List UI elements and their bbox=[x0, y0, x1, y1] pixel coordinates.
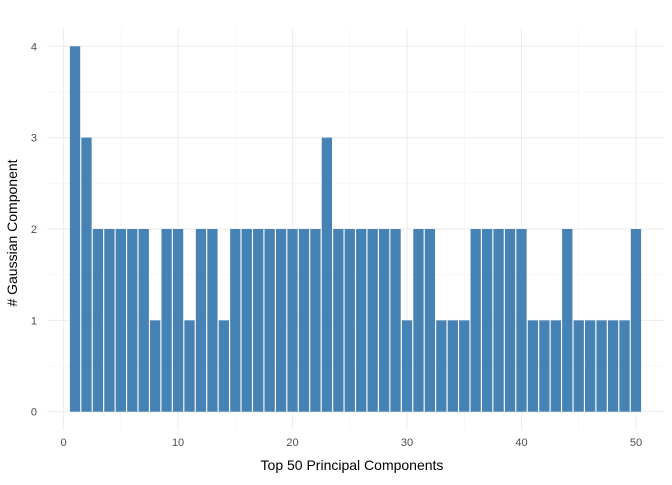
bar-32 bbox=[424, 229, 436, 412]
y-tick-labels: 0 1 2 3 4 bbox=[31, 41, 37, 418]
y-tick-label: 1 bbox=[31, 315, 37, 327]
bar-42 bbox=[539, 320, 550, 412]
bar-7 bbox=[138, 229, 149, 412]
bar-24 bbox=[333, 229, 344, 412]
bar-5 bbox=[115, 229, 126, 412]
x-tick-labels: 0 10 20 30 40 50 bbox=[61, 437, 643, 449]
bar-49 bbox=[619, 320, 630, 412]
bar-2 bbox=[81, 137, 92, 412]
bar-34 bbox=[447, 320, 458, 412]
x-tick-label: 40 bbox=[515, 437, 527, 449]
bar-50 bbox=[630, 229, 642, 412]
x-tick-label: 20 bbox=[286, 437, 298, 449]
bar-30 bbox=[401, 320, 413, 412]
bar-40 bbox=[516, 229, 527, 412]
bar-20 bbox=[287, 229, 298, 412]
bar-29 bbox=[390, 229, 401, 412]
bar-41 bbox=[527, 320, 539, 412]
y-tick-label: 2 bbox=[31, 224, 37, 236]
bar-26 bbox=[356, 229, 367, 412]
bar-11 bbox=[184, 320, 195, 412]
bar-38 bbox=[493, 229, 504, 412]
bar-4 bbox=[104, 229, 115, 412]
bar-23 bbox=[321, 137, 333, 412]
bar-15 bbox=[230, 229, 241, 412]
bar-8 bbox=[150, 320, 161, 412]
bar-12 bbox=[195, 229, 207, 412]
x-tick-label: 10 bbox=[172, 437, 184, 449]
bars bbox=[69, 46, 642, 412]
y-tick-label: 3 bbox=[31, 133, 37, 145]
bar-48 bbox=[607, 320, 619, 412]
x-axis-title: Top 50 Principal Components bbox=[261, 457, 444, 473]
bar-10 bbox=[172, 229, 184, 412]
x-tick-label: 30 bbox=[401, 437, 413, 449]
bar-16 bbox=[241, 229, 252, 412]
bar-45 bbox=[573, 320, 584, 412]
bar-37 bbox=[481, 229, 493, 412]
bar-31 bbox=[413, 229, 424, 412]
bar-46 bbox=[585, 320, 596, 412]
y-tick-label: 0 bbox=[31, 407, 37, 419]
bar-6 bbox=[127, 229, 138, 412]
x-tick-label: 0 bbox=[61, 437, 67, 449]
bar-43 bbox=[550, 320, 561, 412]
bar-3 bbox=[92, 229, 104, 412]
bar-14 bbox=[218, 320, 230, 412]
y-tick-label: 4 bbox=[31, 41, 37, 53]
bar-13 bbox=[207, 229, 218, 412]
x-tick-label: 50 bbox=[630, 437, 642, 449]
bar-9 bbox=[161, 229, 172, 412]
bar-17 bbox=[253, 229, 264, 412]
bar-1 bbox=[69, 46, 81, 412]
bar-35 bbox=[459, 320, 470, 412]
bar-47 bbox=[596, 320, 607, 412]
bar-25 bbox=[344, 229, 355, 412]
bar-22 bbox=[310, 229, 321, 412]
y-axis-title: # Gaussian Component bbox=[4, 159, 20, 306]
bar-28 bbox=[378, 229, 390, 412]
bar-27 bbox=[367, 229, 378, 412]
bar-21 bbox=[298, 229, 310, 412]
bar-44 bbox=[562, 229, 573, 412]
bar-19 bbox=[275, 229, 287, 412]
bar-36 bbox=[470, 229, 481, 412]
bar-39 bbox=[504, 229, 516, 412]
bar-33 bbox=[436, 320, 447, 412]
bar-18 bbox=[264, 229, 275, 412]
